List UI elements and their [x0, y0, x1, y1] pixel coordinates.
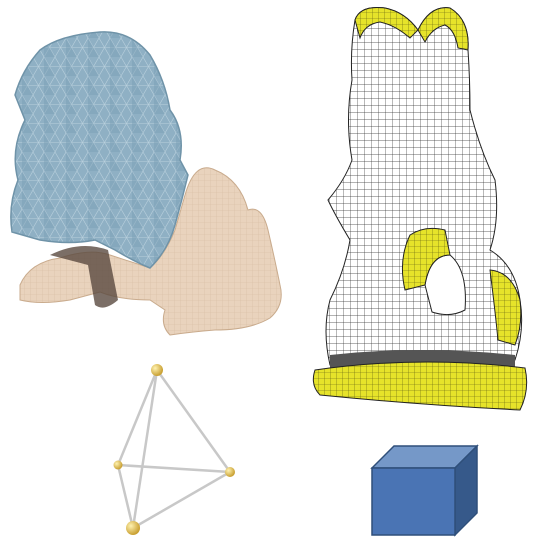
statue-base [312, 361, 528, 411]
lion-shadow [50, 246, 118, 308]
lion-model [10, 31, 282, 336]
edge [116, 464, 135, 529]
statue-ear-right [417, 7, 469, 51]
node [225, 467, 235, 477]
edge [117, 463, 231, 474]
statue-right-patch [489, 269, 522, 346]
statue-side-patch [401, 227, 451, 291]
node [113, 460, 123, 470]
node [126, 521, 140, 535]
cube-front [371, 467, 456, 536]
edge [131, 369, 159, 529]
edge [155, 369, 232, 473]
cube [370, 444, 479, 537]
edge [116, 369, 159, 466]
lion-tet-mesh [10, 31, 189, 269]
node [151, 364, 163, 376]
statue-model [312, 7, 528, 411]
statue-body [325, 7, 523, 366]
edge [132, 470, 231, 530]
statue-ear-left [354, 7, 419, 40]
tetrahedron [113, 364, 235, 535]
